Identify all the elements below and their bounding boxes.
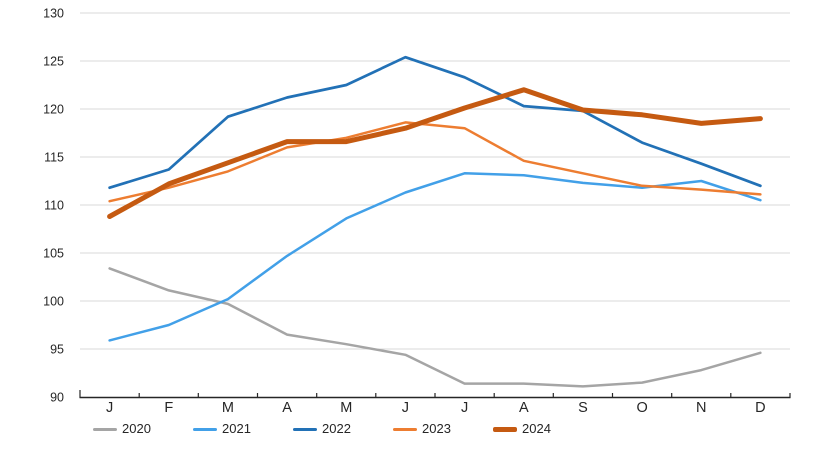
x-tick-label-7: A — [519, 400, 529, 416]
legend-label-2021: 2021 — [222, 421, 251, 436]
y-tick-label-120: 120 — [43, 103, 64, 117]
legend-label-2020: 2020 — [122, 421, 151, 436]
x-axis — [79, 390, 791, 399]
legend-item-2020: 2020 — [93, 421, 193, 437]
series-line-2020 — [108, 267, 762, 388]
x-tick-label-1: F — [164, 400, 173, 416]
x-tick-label-0: J — [106, 400, 113, 416]
legend-label-2023: 2023 — [422, 421, 451, 436]
series-line-2022 — [108, 55, 762, 190]
legend-item-2023: 2023 — [393, 421, 493, 437]
x-tick-label-5: J — [402, 400, 409, 416]
y-tick-label-110: 110 — [44, 199, 64, 213]
legend-swatch-2020 — [93, 427, 117, 431]
series-line-2024 — [107, 87, 763, 219]
legend-item-2024: 2024 — [493, 421, 593, 437]
y-tick-label-90: 90 — [50, 391, 64, 405]
legend-swatch-2024 — [493, 426, 517, 432]
legend-swatch-2023 — [393, 427, 417, 431]
gridlines — [80, 12, 790, 350]
x-tick-label-9: O — [636, 400, 647, 416]
x-tick-label-2: M — [222, 400, 234, 416]
y-axis-labels: 90 95 100 105 110 115 120 125 130 — [43, 7, 64, 405]
legend-swatch-2021 — [193, 427, 217, 431]
series-line-2023 — [108, 121, 762, 203]
y-tick-label-105: 105 — [43, 247, 64, 261]
y-tick-label-95: 95 — [50, 343, 64, 357]
plot-area: 90 95 100 105 110 115 120 125 130 J F M A M J J A S O N D — [43, 7, 791, 416]
legend-label-2024: 2024 — [522, 421, 551, 436]
x-tick-label-8: S — [578, 400, 588, 416]
legend-swatch-2022 — [293, 427, 317, 431]
series-line-2021 — [108, 172, 762, 342]
legend-label-2022: 2022 — [322, 421, 351, 436]
x-tick-label-6: J — [461, 400, 468, 416]
y-tick-label-130: 130 — [43, 7, 64, 21]
x-tick-label-4: M — [340, 400, 352, 416]
x-tick-label-11: D — [755, 400, 765, 416]
y-tick-label-115: 115 — [44, 151, 64, 165]
legend: 2020 2021 2022 2023 2024 — [93, 419, 593, 439]
series-lines — [107, 55, 763, 388]
x-tick-label-3: A — [282, 400, 292, 416]
legend-item-2022: 2022 — [293, 421, 393, 437]
y-tick-label-125: 125 — [43, 55, 64, 69]
legend-item-2021: 2021 — [193, 421, 293, 437]
x-tick-label-10: N — [696, 400, 706, 416]
y-tick-label-100: 100 — [43, 295, 64, 309]
